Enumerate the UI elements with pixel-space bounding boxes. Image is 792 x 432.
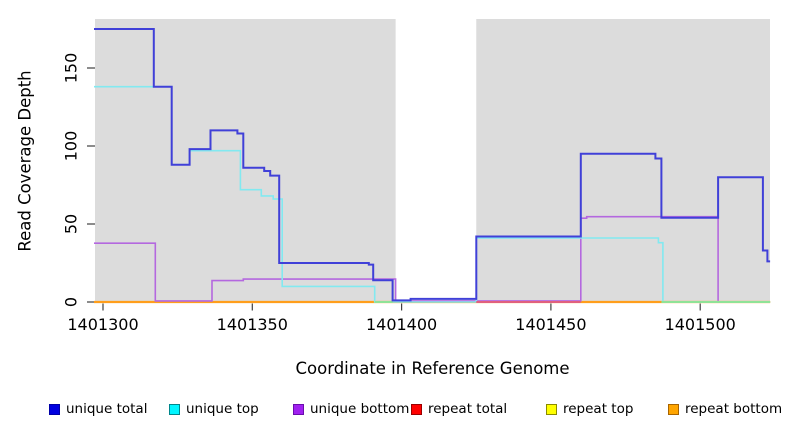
x-tick-label: 1401450 <box>515 315 586 334</box>
legend-label: unique top <box>186 401 259 417</box>
masked-region <box>395 19 477 303</box>
y-tick-label: 100 <box>62 131 81 162</box>
series-unique-bottom <box>94 215 719 302</box>
y-tick-label: 50 <box>62 214 81 234</box>
x-tick-label: 1401350 <box>217 315 288 334</box>
series-unique-total <box>94 28 771 302</box>
legend-item-unique-bottom: unique bottom <box>293 401 409 417</box>
legend-swatch-unique-bottom <box>293 403 304 415</box>
legend-label: unique bottom <box>310 401 410 417</box>
y-axis-title: Read Coverage Depth <box>15 70 35 252</box>
x-tick-label: 1401400 <box>366 315 437 334</box>
y-tick-label: 150 <box>62 53 81 84</box>
legend-item-repeat-top: repeat top <box>546 401 633 417</box>
chart-legend: unique total unique top unique bottom repea… <box>0 401 792 421</box>
x-tick-label: 1401500 <box>665 315 736 334</box>
coverage-chart-canvas: 1401300 1401350 1401400 1401450 1401500 0 50 10… <box>62 19 771 334</box>
y-tick-label: 0 <box>62 297 81 307</box>
legend-item-repeat-bottom: repeat bottom <box>668 401 782 417</box>
legend-label: unique total <box>66 401 148 417</box>
legend-item-unique-total: unique total <box>49 401 147 417</box>
x-axis-title: Coordinate in Reference Genome <box>295 359 570 378</box>
legend-swatch-repeat-top <box>546 403 557 415</box>
legend-swatch-unique-total <box>49 403 60 415</box>
legend-swatch-repeat-bottom <box>668 403 679 415</box>
legend-swatch-repeat-total <box>411 403 422 415</box>
legend-label: repeat total <box>428 401 508 417</box>
legend-swatch-unique-top <box>169 403 180 415</box>
legend-item-unique-top: unique top <box>169 401 259 417</box>
legend-label: repeat top <box>563 401 634 417</box>
legend-label: repeat bottom <box>685 401 783 417</box>
legend-item-repeat-total: repeat total <box>411 401 507 417</box>
x-tick-label: 1401300 <box>67 315 138 334</box>
